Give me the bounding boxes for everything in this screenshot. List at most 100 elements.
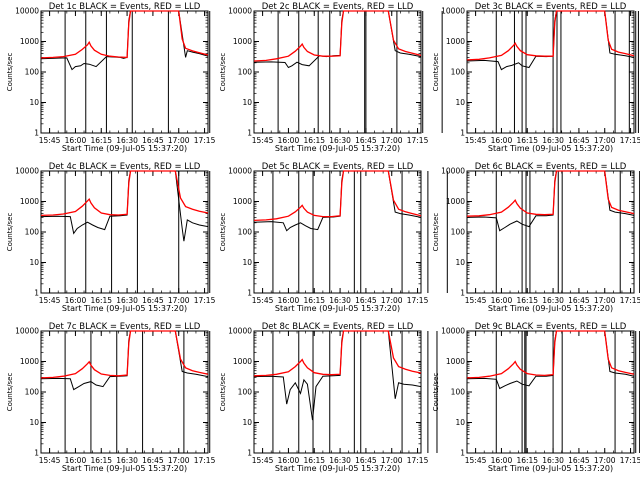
x-tick-label: 16:00: [65, 456, 87, 465]
y-tick-label: 1000: [20, 357, 39, 366]
x-tick-label: 16:00: [278, 136, 300, 145]
plot-frame: [253, 10, 422, 134]
events-series-line: [40, 330, 209, 391]
y-tick-label: 1000: [233, 197, 252, 206]
y-tick-label: 1000: [20, 197, 39, 206]
x-axis-label: Start Time (09-Jul-05 15:37:20): [275, 304, 400, 313]
panel-title: Det 1c BLACK = Events, RED = LLD: [49, 2, 201, 12]
x-tick-label: 16:00: [278, 296, 300, 305]
x-tick-label: 16:30: [329, 296, 351, 305]
panel-title: Det 7c BLACK = Events, RED = LLD: [49, 322, 201, 332]
x-tick-label: 17:00: [594, 456, 616, 465]
y-axis-label: Counts/sec: [6, 53, 14, 92]
y-axis-label: Counts/sec: [432, 53, 440, 92]
y-tick-label: 100: [25, 388, 40, 397]
y-tick-label: 100: [451, 388, 466, 397]
x-tick-label: 16:45: [142, 456, 164, 465]
x-tick-label: 16:45: [355, 456, 377, 465]
lld-series-line: [253, 170, 422, 222]
panel-title: Det 9c BLACK = Events, RED = LLD: [475, 322, 627, 332]
y-tick-label: 10000: [441, 327, 465, 336]
plot-frame: [466, 170, 635, 294]
x-tick-label: 17:00: [168, 296, 190, 305]
events-series-line: [253, 330, 422, 421]
x-tick-label: 16:15: [303, 296, 325, 305]
y-tick-label: 1: [34, 129, 39, 138]
x-tick-label: 16:00: [491, 296, 513, 305]
y-tick-label: 100: [451, 68, 466, 77]
x-tick-label: 16:00: [278, 456, 300, 465]
x-axis-label: Start Time (09-Jul-05 15:37:20): [62, 304, 187, 313]
x-tick-label: 16:45: [355, 296, 377, 305]
y-tick-label: 100: [238, 68, 253, 77]
x-tick-label: 16:45: [568, 296, 590, 305]
events-series-line: [40, 170, 209, 242]
y-tick-label: 1000: [233, 357, 252, 366]
x-tick-label: 16:45: [568, 456, 590, 465]
y-tick-label: 1: [34, 449, 39, 458]
y-tick-label: 10000: [441, 7, 465, 16]
x-tick-label: 16:30: [542, 136, 564, 145]
x-tick-label: 16:15: [516, 296, 538, 305]
y-tick-label: 10: [242, 258, 252, 267]
y-tick-label: 10000: [15, 7, 39, 16]
plot-frame: [466, 10, 635, 134]
x-tick-label: 16:00: [65, 296, 87, 305]
y-tick-label: 1: [247, 449, 252, 458]
events-series-line: [466, 330, 635, 390]
y-tick-label: 1: [460, 449, 465, 458]
events-series-line: [253, 170, 422, 232]
y-tick-label: 1000: [233, 37, 252, 46]
y-tick-label: 10: [29, 418, 39, 427]
x-axis-label: Start Time (09-Jul-05 15:37:20): [275, 144, 400, 153]
x-tick-label: 17:00: [168, 136, 190, 145]
y-tick-label: 1: [460, 289, 465, 298]
plot-frame: [40, 10, 209, 134]
lld-series-line: [466, 10, 635, 61]
x-tick-label: 17:15: [194, 136, 216, 145]
y-tick-label: 1000: [446, 197, 465, 206]
x-tick-label: 16:30: [329, 456, 351, 465]
x-tick-label: 16:00: [491, 136, 513, 145]
x-tick-label: 16:15: [90, 296, 112, 305]
x-tick-label: 17:00: [594, 136, 616, 145]
x-tick-label: 16:30: [116, 296, 138, 305]
x-tick-label: 17:00: [594, 296, 616, 305]
x-tick-label: 16:30: [542, 296, 564, 305]
y-axis-label: Counts/sec: [219, 53, 227, 92]
detector-panel: 1 10 100 1000 10000 15:45 16:00 16:15 16:30 16:45…: [219, 322, 640, 473]
y-tick-label: 1000: [446, 37, 465, 46]
y-tick-label: 10000: [441, 167, 465, 176]
x-tick-label: 17:15: [194, 296, 216, 305]
panel-title: Det 5c BLACK = Events, RED = LLD: [262, 162, 414, 172]
x-tick-label: 15:45: [252, 456, 274, 465]
y-tick-label: 10000: [15, 167, 39, 176]
y-tick-label: 100: [238, 228, 253, 237]
x-tick-label: 17:15: [407, 456, 429, 465]
y-tick-label: 10000: [15, 327, 39, 336]
x-tick-label: 16:15: [90, 456, 112, 465]
y-tick-label: 10: [242, 418, 252, 427]
x-tick-label: 16:30: [116, 456, 138, 465]
y-tick-label: 100: [25, 68, 40, 77]
events-series-line: [466, 170, 635, 232]
x-tick-label: 16:15: [516, 456, 538, 465]
lld-series-line: [466, 330, 635, 379]
plot-frame: [253, 170, 422, 294]
x-axis-label: Start Time (09-Jul-05 15:37:20): [275, 464, 400, 473]
x-tick-label: 17:00: [381, 296, 403, 305]
plot-frame: [40, 330, 209, 454]
x-tick-label: 17:15: [620, 296, 640, 305]
y-tick-label: 100: [451, 228, 466, 237]
y-tick-label: 1000: [20, 37, 39, 46]
x-tick-label: 15:45: [252, 136, 274, 145]
x-tick-label: 17:15: [407, 136, 429, 145]
plot-frame: [253, 330, 422, 454]
x-tick-label: 15:45: [465, 136, 487, 145]
